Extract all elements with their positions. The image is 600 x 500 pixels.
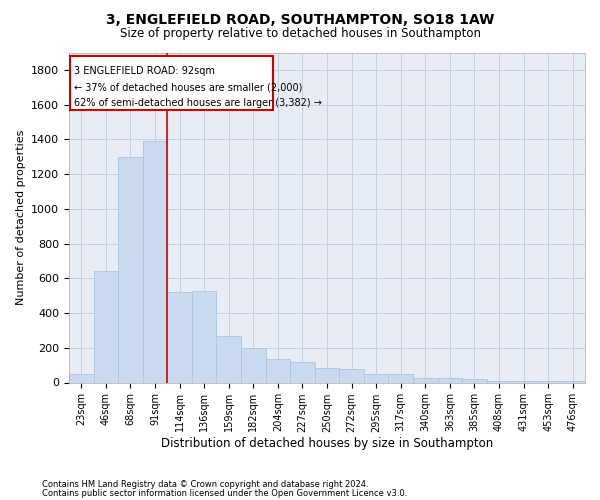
Bar	[536, 381, 560, 382]
Bar	[217, 336, 241, 382]
Bar	[364, 374, 388, 382]
Bar	[266, 359, 290, 382]
Bar	[315, 368, 339, 382]
Text: 3, ENGLEFIELD ROAD, SOUTHAMPTON, SO18 1AW: 3, ENGLEFIELD ROAD, SOUTHAMPTON, SO18 1A…	[106, 12, 494, 26]
Bar	[487, 381, 511, 382]
Text: ← 37% of detached houses are smaller (2,000): ← 37% of detached houses are smaller (2,…	[74, 83, 302, 93]
Bar	[560, 381, 585, 382]
Bar	[413, 378, 437, 382]
Bar	[290, 362, 315, 382]
Text: 3 ENGLEFIELD ROAD: 92sqm: 3 ENGLEFIELD ROAD: 92sqm	[74, 66, 215, 76]
Bar	[511, 381, 536, 382]
Text: Contains public sector information licensed under the Open Government Licence v3: Contains public sector information licen…	[42, 488, 407, 498]
Bar	[167, 292, 192, 382]
Bar	[192, 292, 217, 382]
Text: Contains HM Land Registry data © Crown copyright and database right 2024.: Contains HM Land Registry data © Crown c…	[42, 480, 368, 489]
Bar	[339, 370, 364, 382]
Bar	[118, 156, 143, 382]
Bar	[462, 378, 487, 382]
Y-axis label: Number of detached properties: Number of detached properties	[16, 130, 26, 305]
Bar	[143, 141, 167, 382]
Bar	[94, 272, 118, 382]
Bar	[241, 348, 266, 382]
Bar	[69, 374, 94, 382]
Text: Size of property relative to detached houses in Southampton: Size of property relative to detached ho…	[119, 28, 481, 40]
X-axis label: Distribution of detached houses by size in Southampton: Distribution of detached houses by size …	[161, 438, 493, 450]
Text: 62% of semi-detached houses are larger (3,382) →: 62% of semi-detached houses are larger (…	[74, 98, 322, 108]
FancyBboxPatch shape	[70, 56, 273, 110]
Bar	[388, 374, 413, 382]
Bar	[437, 378, 462, 382]
